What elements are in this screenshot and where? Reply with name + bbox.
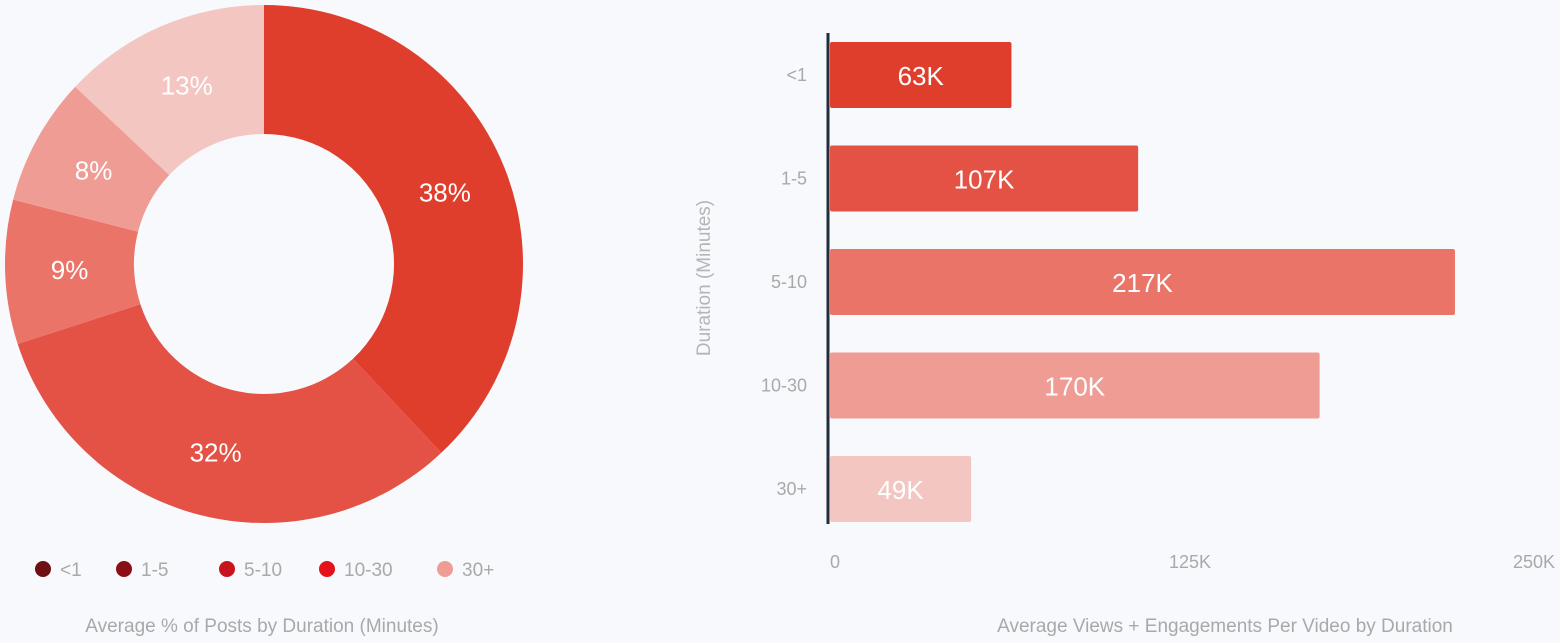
bar-x-tick-1: 125K [1169, 552, 1211, 572]
bar-category-label-4: 30+ [776, 479, 807, 499]
bar-caption: Average Views + Engagements Per Video by… [997, 616, 1453, 637]
legend-label-2: 5-10 [244, 560, 282, 581]
legend-marker-3 [319, 561, 335, 577]
donut-slice-label-0: 38% [419, 177, 471, 207]
bar-value-label-4: 49K [877, 475, 924, 505]
donut-caption: Average % of Posts by Duration (Minutes) [85, 616, 438, 637]
bar-value-label-1: 107K [954, 165, 1015, 195]
donut-slice-4 [75, 5, 264, 176]
legend-marker-2 [219, 561, 235, 577]
donut-slice-3 [13, 86, 170, 232]
bar-x-tick-0: 0 [830, 552, 840, 572]
donut-legend: <1 1-5 5-10 10-30 30+ [35, 560, 494, 581]
legend-marker-0 [35, 561, 51, 577]
donut-slice-label-3: 8% [75, 155, 113, 185]
bar-0 [830, 42, 1012, 108]
donut-chart: 38% 32% 9% 8% 13% [4, 5, 523, 523]
donut-slice-label-1: 32% [190, 437, 242, 467]
bar-value-label-3: 170K [1044, 372, 1105, 402]
bar-y-axis-title: Duration (Minutes) [694, 200, 715, 356]
bar-chart: 63K <1 107K 1-5 217K 5-10 170K 10-30 49K 30+ 0 125K… [761, 33, 1555, 572]
bar-category-label-2: 5-10 [771, 272, 807, 292]
donut-slice-label-4: 13% [161, 70, 213, 100]
donut-slice-1 [17, 304, 442, 523]
bar-x-tick-2: 250K [1513, 552, 1555, 572]
bar-category-label-3: 10-30 [761, 376, 807, 396]
legend-marker-4 [437, 561, 453, 577]
legend-label-4: 30+ [462, 560, 494, 581]
legend-label-3: 10-30 [344, 560, 393, 581]
donut-slice-label-2: 9% [51, 255, 89, 285]
bar-3 [830, 352, 1320, 419]
donut-slice-0 [264, 5, 523, 453]
bar-category-label-0: <1 [786, 65, 807, 85]
bar-4 [830, 456, 972, 522]
bar-1 [830, 145, 1139, 212]
legend-label-0: <1 [60, 560, 82, 581]
bar-value-label-0: 63K [898, 61, 945, 91]
bar-2 [830, 249, 1455, 315]
legend-label-1: 1-5 [141, 560, 168, 581]
bar-category-label-1: 1-5 [781, 169, 807, 189]
bar-value-label-2: 217K [1112, 268, 1173, 298]
donut-slice-2 [4, 199, 141, 345]
legend-marker-1 [116, 561, 132, 577]
